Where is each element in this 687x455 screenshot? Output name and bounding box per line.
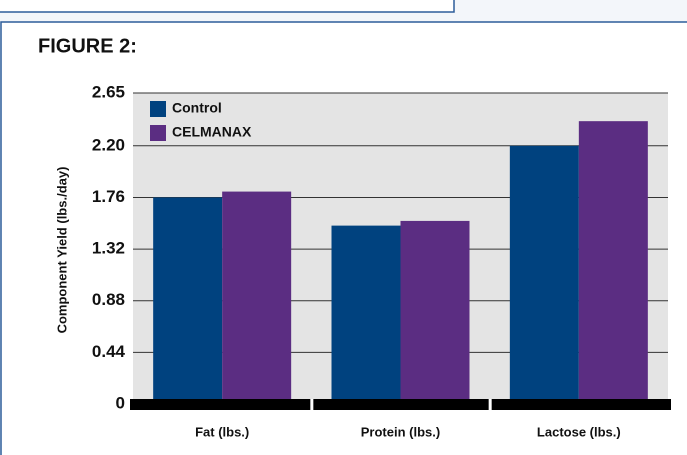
legend-swatch (150, 125, 166, 141)
top-strip (0, 0, 455, 13)
axis-separator (488, 399, 492, 410)
y-tick-label: 1.32 (92, 239, 125, 258)
bar (578, 121, 648, 404)
legend-swatch (150, 101, 166, 117)
y-tick-label: 0.88 (92, 290, 125, 309)
y-tick-label: 2.20 (92, 135, 125, 154)
legend-label: Control (172, 100, 222, 116)
x-tick-label: Fat (lbs.) (195, 424, 249, 439)
bar (509, 145, 579, 404)
legend-label: CELMANAX (172, 124, 252, 140)
x-tick-label: Protein (lbs.) (361, 424, 440, 439)
x-tick-label: Lactose (lbs.) (537, 424, 621, 439)
axis-separator (310, 399, 314, 410)
y-tick-label: 0.44 (92, 342, 126, 361)
bar (153, 197, 223, 404)
y-tick-label: 1.76 (92, 187, 125, 206)
bar (400, 220, 470, 404)
y-tick-label: 2.65 (92, 82, 125, 101)
y-axis-label: Component Yield (lbs./day) (54, 167, 69, 334)
axis-base (130, 399, 671, 410)
bar (222, 191, 292, 404)
chart-title: FIGURE 2: (38, 35, 137, 57)
y-tick-label: 0 (116, 393, 125, 412)
bar (331, 225, 401, 404)
